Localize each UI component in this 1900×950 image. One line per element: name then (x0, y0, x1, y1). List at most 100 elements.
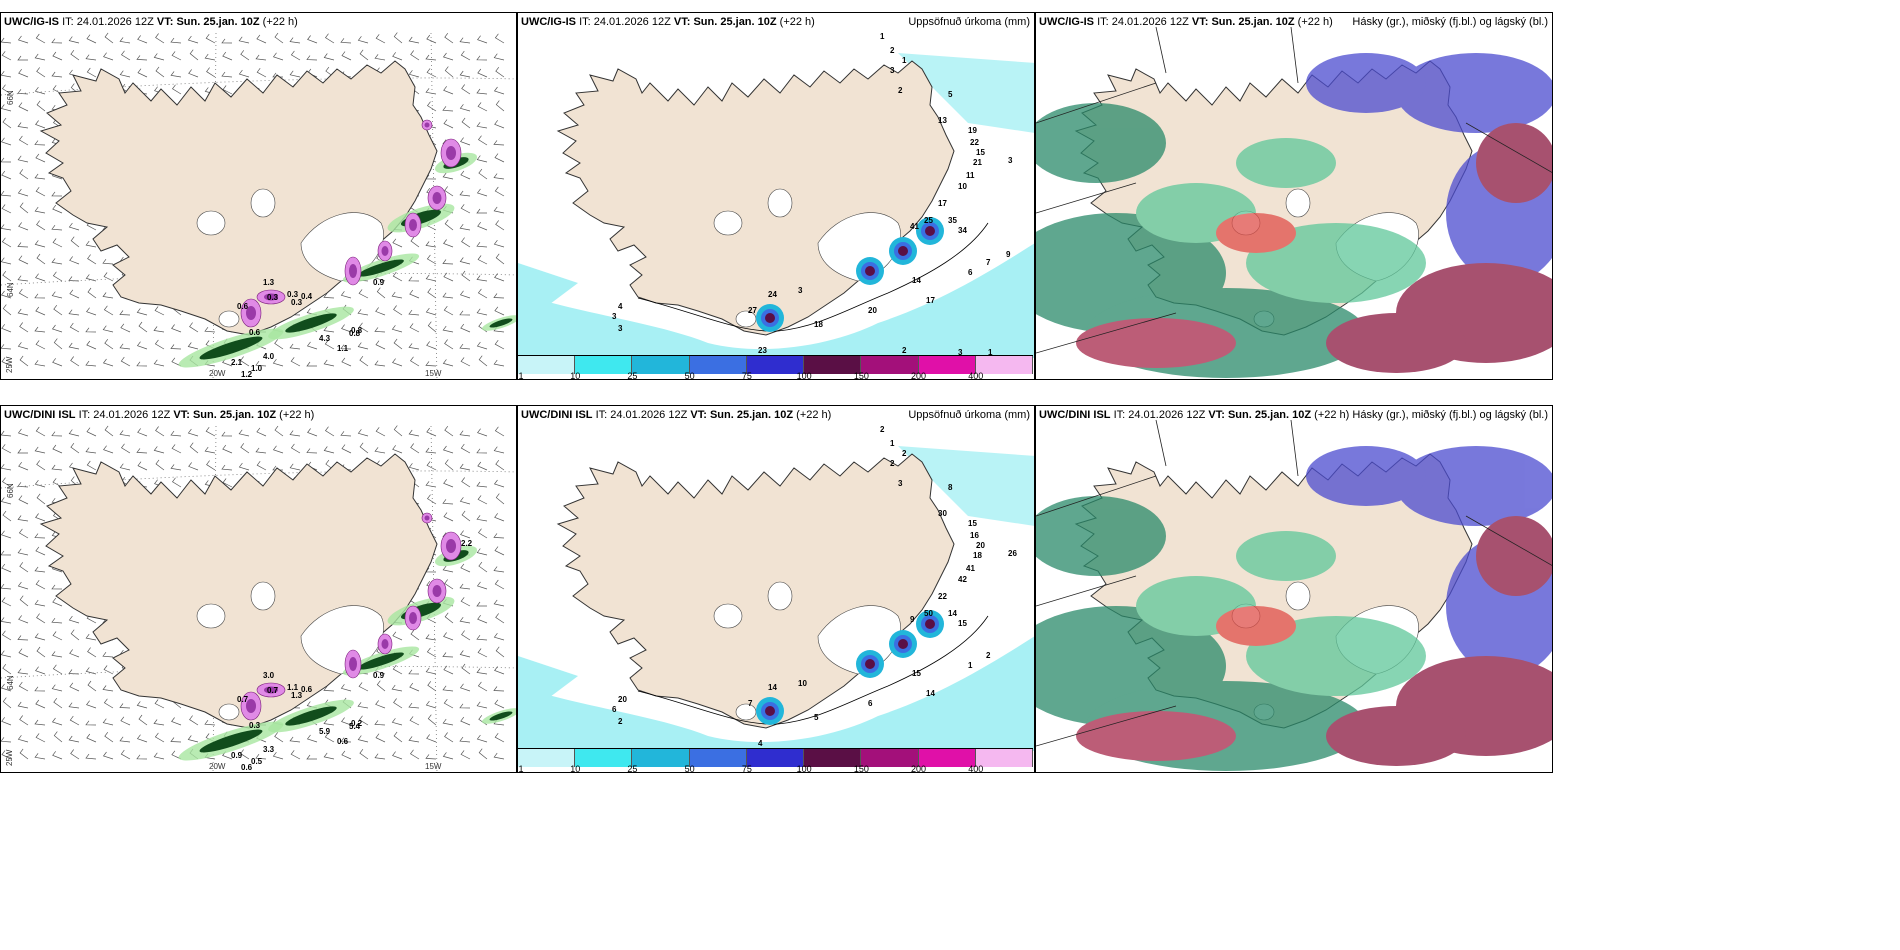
panel-header: UWC/IG-IS IT: 24.01.2026 12Z VT: Sun. 25… (4, 16, 298, 28)
legend-tick-label: 400 (968, 764, 984, 773)
value-label: 42 (958, 575, 967, 584)
legend-swatch (746, 749, 805, 767)
axis-label-lat-66: 66N (6, 483, 15, 498)
value-label: 30 (938, 509, 947, 518)
value-label: 1 (902, 56, 907, 65)
value-label: 3 (890, 66, 895, 75)
model-name: UWC/DINI ISL (521, 409, 593, 421)
valid-time: Sun. 25.jan. 10Z (192, 409, 277, 421)
value-label: 6 (612, 705, 617, 714)
precip-legend (518, 355, 1033, 374)
value-label: 27 (748, 306, 757, 315)
valid-time: Sun. 25.jan. 10Z (1227, 409, 1312, 421)
init-time: 24.01.2026 12Z (1128, 409, 1206, 421)
legend-swatch (518, 749, 576, 767)
value-label: 14 (926, 689, 935, 698)
axis-label-lat-66: 66N (6, 90, 15, 105)
value-label: 0.6 (237, 302, 249, 311)
value-label: 1.2 (241, 370, 253, 379)
legend-tick-label: 1 (518, 371, 524, 380)
value-label: 1.1 (337, 344, 349, 353)
value-label: 2 (898, 86, 903, 95)
legend-swatch (632, 749, 690, 767)
axis-label-lon-15: 15W (425, 762, 442, 771)
vt-label: VT: (173, 409, 190, 421)
iceland-landmass (556, 453, 955, 729)
glaciers (713, 581, 901, 721)
value-label: 3 (618, 324, 623, 333)
init-time: 24.01.2026 12Z (1111, 16, 1189, 28)
panel-field-title: Hásky (gr.), miðský (fj.bl.) og lágský (… (1352, 16, 1548, 28)
value-label: 2 (902, 449, 907, 458)
value-label: 17 (926, 296, 935, 305)
init-time: 24.01.2026 12Z (593, 16, 671, 28)
axis-label-lon-20: 20W (209, 762, 226, 771)
value-label: 16 (970, 531, 979, 540)
value-label: 22 (938, 592, 947, 601)
model-name: UWC/DINI ISL (1039, 409, 1111, 421)
value-label: 0.3 (291, 298, 303, 307)
value-label: 3 (958, 348, 963, 357)
precip-legend (518, 748, 1033, 767)
value-label: 15 (912, 669, 921, 678)
legend-swatch (575, 356, 633, 374)
cloud-layers (1036, 53, 1552, 378)
axis-label-lon-25: 25W (5, 356, 14, 373)
value-label: 20 (618, 695, 627, 704)
value-label: 2 (618, 717, 623, 726)
value-label: 3.0 (263, 671, 275, 680)
value-label: 17 (938, 199, 947, 208)
value-label: 7 (748, 699, 753, 708)
legend-swatch (804, 749, 862, 767)
axis-label-lon-25: 25W (5, 749, 14, 766)
valid-time: Sun. 25.jan. 10Z (1211, 16, 1295, 28)
panel-header: UWC/IG-IS IT: 24.01.2026 12Z VT: Sun. 25… (521, 16, 815, 28)
value-label: 3 (798, 286, 803, 295)
legend-tick-label: 400 (968, 371, 984, 380)
legend-swatch (689, 356, 747, 374)
legend-tick-label: 50 (684, 764, 695, 773)
value-label: 0.3 (287, 290, 299, 299)
value-label: 0.4 (301, 292, 313, 301)
value-label: 15 (976, 148, 985, 157)
value-label: 14 (768, 683, 777, 692)
legend-tick-label: 100 (796, 764, 812, 773)
value-label: 9 (910, 615, 915, 624)
value-label: 0.9 (231, 751, 243, 760)
value-label: 9 (1006, 250, 1011, 259)
valid-time: Sun. 25.jan. 10Z (693, 16, 777, 28)
value-label: 5 (948, 90, 953, 99)
wind-speed-shading (178, 545, 516, 761)
value-label: 35 (948, 216, 957, 225)
precip-cores (756, 217, 944, 332)
value-label: 10 (798, 679, 807, 688)
iceland-landmass (39, 453, 438, 729)
legend-tick-label: 50 (684, 371, 695, 380)
it-label: IT: (595, 409, 608, 421)
value-label: 22 (970, 138, 979, 147)
value-label: 3.3 (263, 745, 275, 754)
vt-label: VT: (690, 409, 707, 421)
value-label: 0.6 (301, 685, 313, 694)
panel-header: UWC/DINI ISL IT: 24.01.2026 12Z VT: Sun.… (1039, 409, 1349, 421)
model-name: UWC/IG-IS (521, 16, 576, 28)
value-label: 0.2 (351, 719, 363, 728)
panel-precip-dini: 2 1 2 2 3 8 30 15 16 20 18 41 42 26 22 50 14 15 9 15 14 6 7 14 1… (517, 405, 1035, 773)
value-label: 20 (976, 541, 985, 550)
it-label: IT: (579, 16, 591, 28)
value-label: 0.6 (249, 328, 261, 337)
cloud-layers (1036, 446, 1552, 771)
legend-tick-label: 75 (741, 764, 752, 773)
value-label: 15 (958, 619, 967, 628)
value-label: 2 (902, 346, 907, 355)
value-label: 4 (618, 302, 623, 311)
precip-light (518, 446, 1034, 751)
axis-label-lat-64: 64N (6, 675, 15, 690)
value-label: 5 (814, 713, 819, 722)
graticule (1036, 26, 1552, 354)
value-label: 1.3 (291, 691, 303, 700)
gust-shading (240, 119, 462, 328)
value-label: 41 (910, 222, 919, 231)
value-label: 3 (612, 312, 617, 321)
